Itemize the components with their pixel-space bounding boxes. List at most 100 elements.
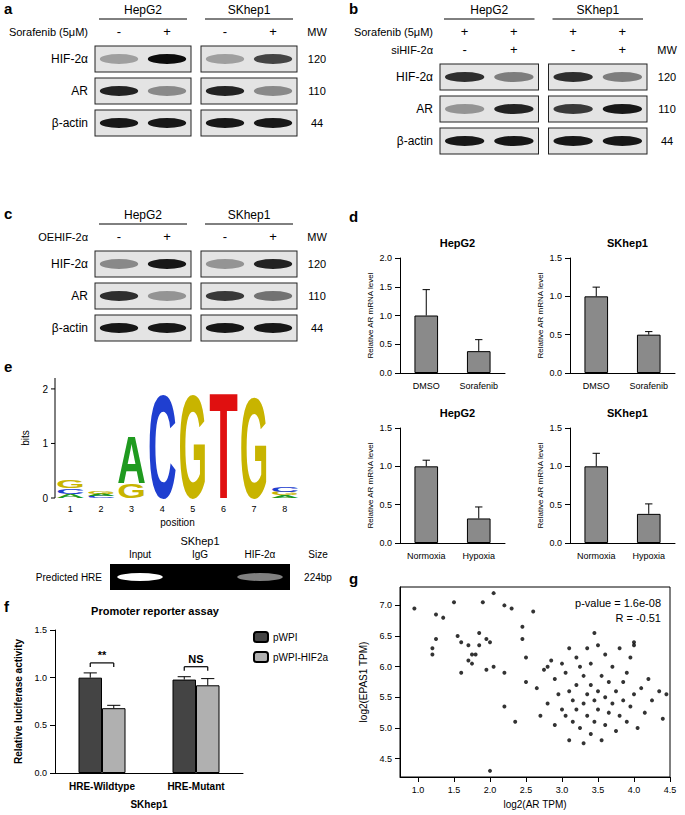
- svg-text:6.0: 6.0: [379, 662, 392, 672]
- svg-text:R = -0.51: R = -0.51: [615, 612, 661, 624]
- svg-text:1.5: 1.5: [549, 423, 562, 433]
- svg-text:A: A: [117, 422, 146, 497]
- svg-text:pWPI-HIF2a: pWPI-HIF2a: [273, 652, 328, 663]
- svg-text:44: 44: [311, 322, 323, 334]
- svg-text:120: 120: [308, 258, 326, 270]
- svg-text:+: +: [569, 24, 577, 39]
- svg-text:a: a: [4, 0, 13, 17]
- svg-text:Relative AR mRNA level: Relative AR mRNA level: [366, 442, 375, 528]
- svg-text:Sorafenib: Sorafenib: [459, 381, 498, 391]
- svg-text:110: 110: [308, 290, 326, 302]
- svg-text:5.0: 5.0: [379, 723, 392, 733]
- svg-text:Size: Size: [308, 549, 328, 560]
- svg-text:44: 44: [311, 117, 323, 129]
- svg-text:2.0: 2.0: [379, 253, 392, 263]
- svg-text:4.5: 4.5: [379, 754, 392, 764]
- svg-text:HepG2: HepG2: [470, 3, 508, 17]
- svg-text:Predicted HRE: Predicted HRE: [36, 572, 102, 583]
- svg-text:3: 3: [129, 504, 134, 514]
- svg-text:log2(EPAS1 TPM): log2(EPAS1 TPM): [358, 642, 369, 723]
- svg-text:HRE-Wildtype: HRE-Wildtype: [69, 781, 135, 792]
- svg-text:0.5: 0.5: [379, 339, 392, 349]
- svg-text:HIF-2α: HIF-2α: [51, 52, 88, 66]
- svg-text:pWPI: pWPI: [273, 632, 297, 643]
- svg-text:0.5: 0.5: [549, 500, 562, 510]
- svg-text:c: c: [4, 205, 12, 222]
- svg-text:HRE-Mutant: HRE-Mutant: [167, 781, 225, 792]
- svg-text:log2(AR TPM): log2(AR TPM): [503, 799, 566, 810]
- svg-text:HepG2: HepG2: [124, 208, 162, 222]
- svg-text:1.0: 1.0: [379, 311, 392, 321]
- svg-text:SKhep1: SKhep1: [607, 407, 648, 419]
- svg-text:MW: MW: [307, 231, 327, 243]
- svg-text:HepG2: HepG2: [124, 3, 162, 17]
- svg-text:Relative AR mRNA level: Relative AR mRNA level: [536, 442, 545, 528]
- svg-text:Normoxia: Normoxia: [577, 551, 616, 561]
- svg-text:+: +: [163, 24, 171, 39]
- svg-text:T: T: [209, 363, 238, 530]
- svg-text:8: 8: [282, 504, 287, 514]
- svg-text:AR: AR: [71, 289, 88, 303]
- svg-text:0.5: 0.5: [379, 500, 392, 510]
- svg-text:G: G: [56, 478, 85, 490]
- svg-text:G: G: [179, 366, 208, 529]
- svg-text:1.5: 1.5: [379, 423, 392, 433]
- svg-text:5.5: 5.5: [379, 692, 392, 702]
- svg-text:-: -: [117, 24, 121, 39]
- svg-text:-: -: [571, 42, 575, 57]
- svg-text:SKhep1: SKhep1: [607, 237, 648, 249]
- svg-text:g: g: [349, 570, 358, 587]
- svg-text:Sorafenib (5μM): Sorafenib (5μM): [9, 26, 88, 38]
- svg-text:SKhep1: SKhep1: [576, 3, 619, 17]
- svg-text:Sorafenib (5μM): Sorafenib (5μM): [354, 26, 433, 38]
- svg-text:0.0: 0.0: [379, 368, 392, 378]
- svg-text:Relative AR mRNA level: Relative AR mRNA level: [366, 272, 375, 358]
- svg-text:Normoxia: Normoxia: [407, 551, 446, 561]
- svg-text:3.5: 3.5: [592, 785, 605, 795]
- svg-text:Sorafenib: Sorafenib: [629, 381, 668, 391]
- svg-text:2: 2: [98, 504, 103, 514]
- svg-text:0.0: 0.0: [549, 538, 562, 548]
- svg-text:0.0: 0.0: [34, 768, 47, 778]
- svg-text:C: C: [270, 485, 299, 493]
- svg-text:2: 2: [42, 384, 48, 395]
- svg-text:+: +: [461, 24, 469, 39]
- svg-text:0.5: 0.5: [34, 720, 47, 730]
- svg-text:+: +: [163, 229, 171, 244]
- svg-text:+: +: [619, 24, 627, 39]
- svg-text:β-actin: β-actin: [52, 321, 88, 335]
- svg-text:G: G: [240, 370, 269, 528]
- svg-text:3.0: 3.0: [556, 785, 569, 795]
- svg-text:1.5: 1.5: [379, 282, 392, 292]
- svg-text:SKhep1: SKhep1: [228, 208, 271, 222]
- svg-text:p-value = 1.6e-08: p-value = 1.6e-08: [575, 597, 661, 609]
- svg-text:1.0: 1.0: [549, 461, 562, 471]
- svg-text:siHIF-2α: siHIF-2α: [391, 44, 433, 56]
- svg-text:1.0: 1.0: [379, 461, 392, 471]
- svg-text:6.5: 6.5: [379, 631, 392, 641]
- svg-text:120: 120: [658, 71, 676, 83]
- svg-text:HIF-2α: HIF-2α: [51, 257, 88, 271]
- svg-text:+: +: [619, 42, 627, 57]
- svg-text:0.0: 0.0: [379, 538, 392, 548]
- svg-text:OEHIF-2α: OEHIF-2α: [38, 231, 88, 243]
- svg-text:DMSO: DMSO: [583, 381, 610, 391]
- svg-text:G: G: [87, 491, 116, 494]
- svg-text:IgG: IgG: [192, 549, 208, 560]
- svg-text:7.0: 7.0: [379, 600, 392, 610]
- svg-text:+: +: [269, 229, 277, 244]
- svg-text:1.0: 1.0: [549, 291, 562, 301]
- svg-text:110: 110: [658, 103, 676, 115]
- svg-text:1: 1: [68, 504, 73, 514]
- svg-text:HIF-2α: HIF-2α: [245, 549, 276, 560]
- svg-text:C: C: [148, 366, 177, 529]
- svg-text:Hypoxia: Hypoxia: [462, 551, 495, 561]
- svg-text:-: -: [117, 229, 121, 244]
- svg-text:HepG2: HepG2: [440, 237, 475, 249]
- svg-text:AR: AR: [71, 84, 88, 98]
- svg-text:β-actin: β-actin: [397, 134, 433, 148]
- svg-text:e: e: [4, 358, 12, 375]
- svg-text:4.0: 4.0: [628, 785, 641, 795]
- svg-text:SKhep1: SKhep1: [130, 799, 168, 810]
- svg-text:-: -: [462, 42, 466, 57]
